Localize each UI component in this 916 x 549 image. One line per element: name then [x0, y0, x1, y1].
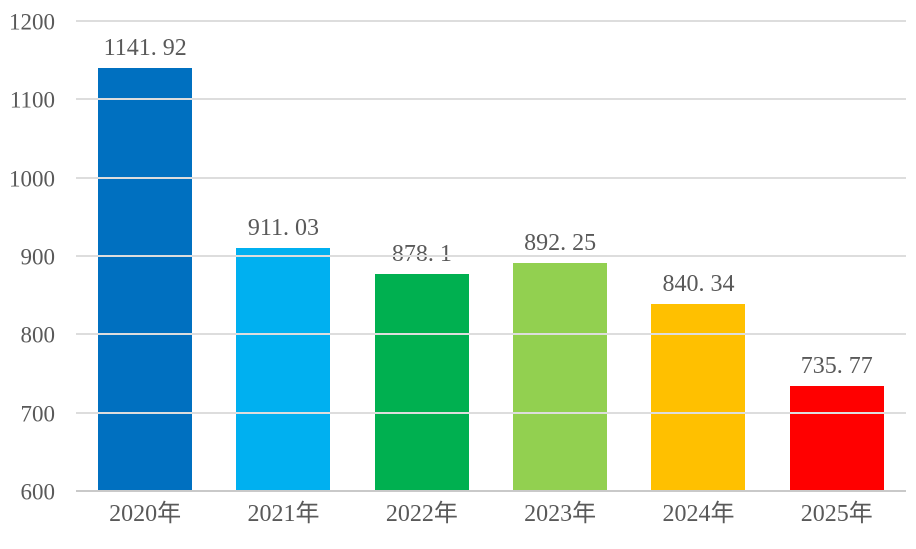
y-tick-label: 600 — [20, 479, 56, 505]
gridline — [76, 333, 906, 336]
bar-value-label: 878. 1 — [391, 241, 452, 268]
gridline — [76, 411, 906, 414]
x-tick-label: 2021年 — [247, 501, 320, 527]
y-tick-label: 700 — [20, 401, 56, 427]
y-axis-labels: 600 700 800 900 1000 1100 1200 — [0, 11, 56, 504]
bar-value-label: 840. 34 — [662, 270, 735, 297]
bar-slot: 735. 77 — [768, 22, 906, 492]
gridline — [76, 20, 906, 22]
bar-value-label: 1141. 92 — [103, 34, 187, 61]
bar-slot: 840. 34 — [629, 22, 767, 492]
bar-slot: 892. 25 — [491, 22, 629, 492]
y-tick-label: 800 — [20, 322, 56, 348]
bar-slot: 911. 03 — [214, 22, 352, 492]
bar-2025年 — [789, 385, 884, 492]
y-tick-label: 1100 — [9, 87, 55, 113]
bar-2021年 — [236, 248, 331, 492]
bar-2020年 — [98, 67, 193, 492]
y-tick-label: 900 — [20, 244, 56, 270]
bar-2022年 — [374, 274, 469, 492]
bar-2023年 — [513, 263, 608, 492]
bar-slot: 878. 1 — [353, 22, 491, 492]
bar-2024年 — [651, 303, 746, 492]
x-axis-labels: 2020年 2021年 2022年 2023年 2024年 2025年 — [76, 499, 906, 529]
y-tick-label: 1200 — [9, 9, 55, 35]
x-axis-line — [76, 490, 906, 492]
plot-area: 1141. 92 911. 03 878. 1 892. 25 840. 34 735. … — [76, 20, 906, 492]
bar-slot: 1141. 92 — [76, 22, 214, 492]
bars-container: 1141. 92 911. 03 878. 1 892. 25 840. 34 735. … — [76, 22, 906, 492]
y-tick-label: 1000 — [9, 166, 55, 192]
bar-value-label: 735. 77 — [800, 352, 873, 379]
gridline — [76, 255, 906, 257]
x-tick-label: 2020年 — [109, 501, 182, 527]
gridline — [76, 176, 906, 179]
gridline — [76, 98, 906, 101]
x-tick-label: 2022年 — [385, 501, 458, 527]
bar-value-label: 892. 25 — [524, 230, 597, 257]
x-tick-label: 2025年 — [800, 501, 873, 527]
x-tick-label: 2024年 — [662, 501, 735, 527]
bar-value-label: 911. 03 — [247, 215, 320, 242]
x-tick-label: 2023年 — [524, 501, 597, 527]
